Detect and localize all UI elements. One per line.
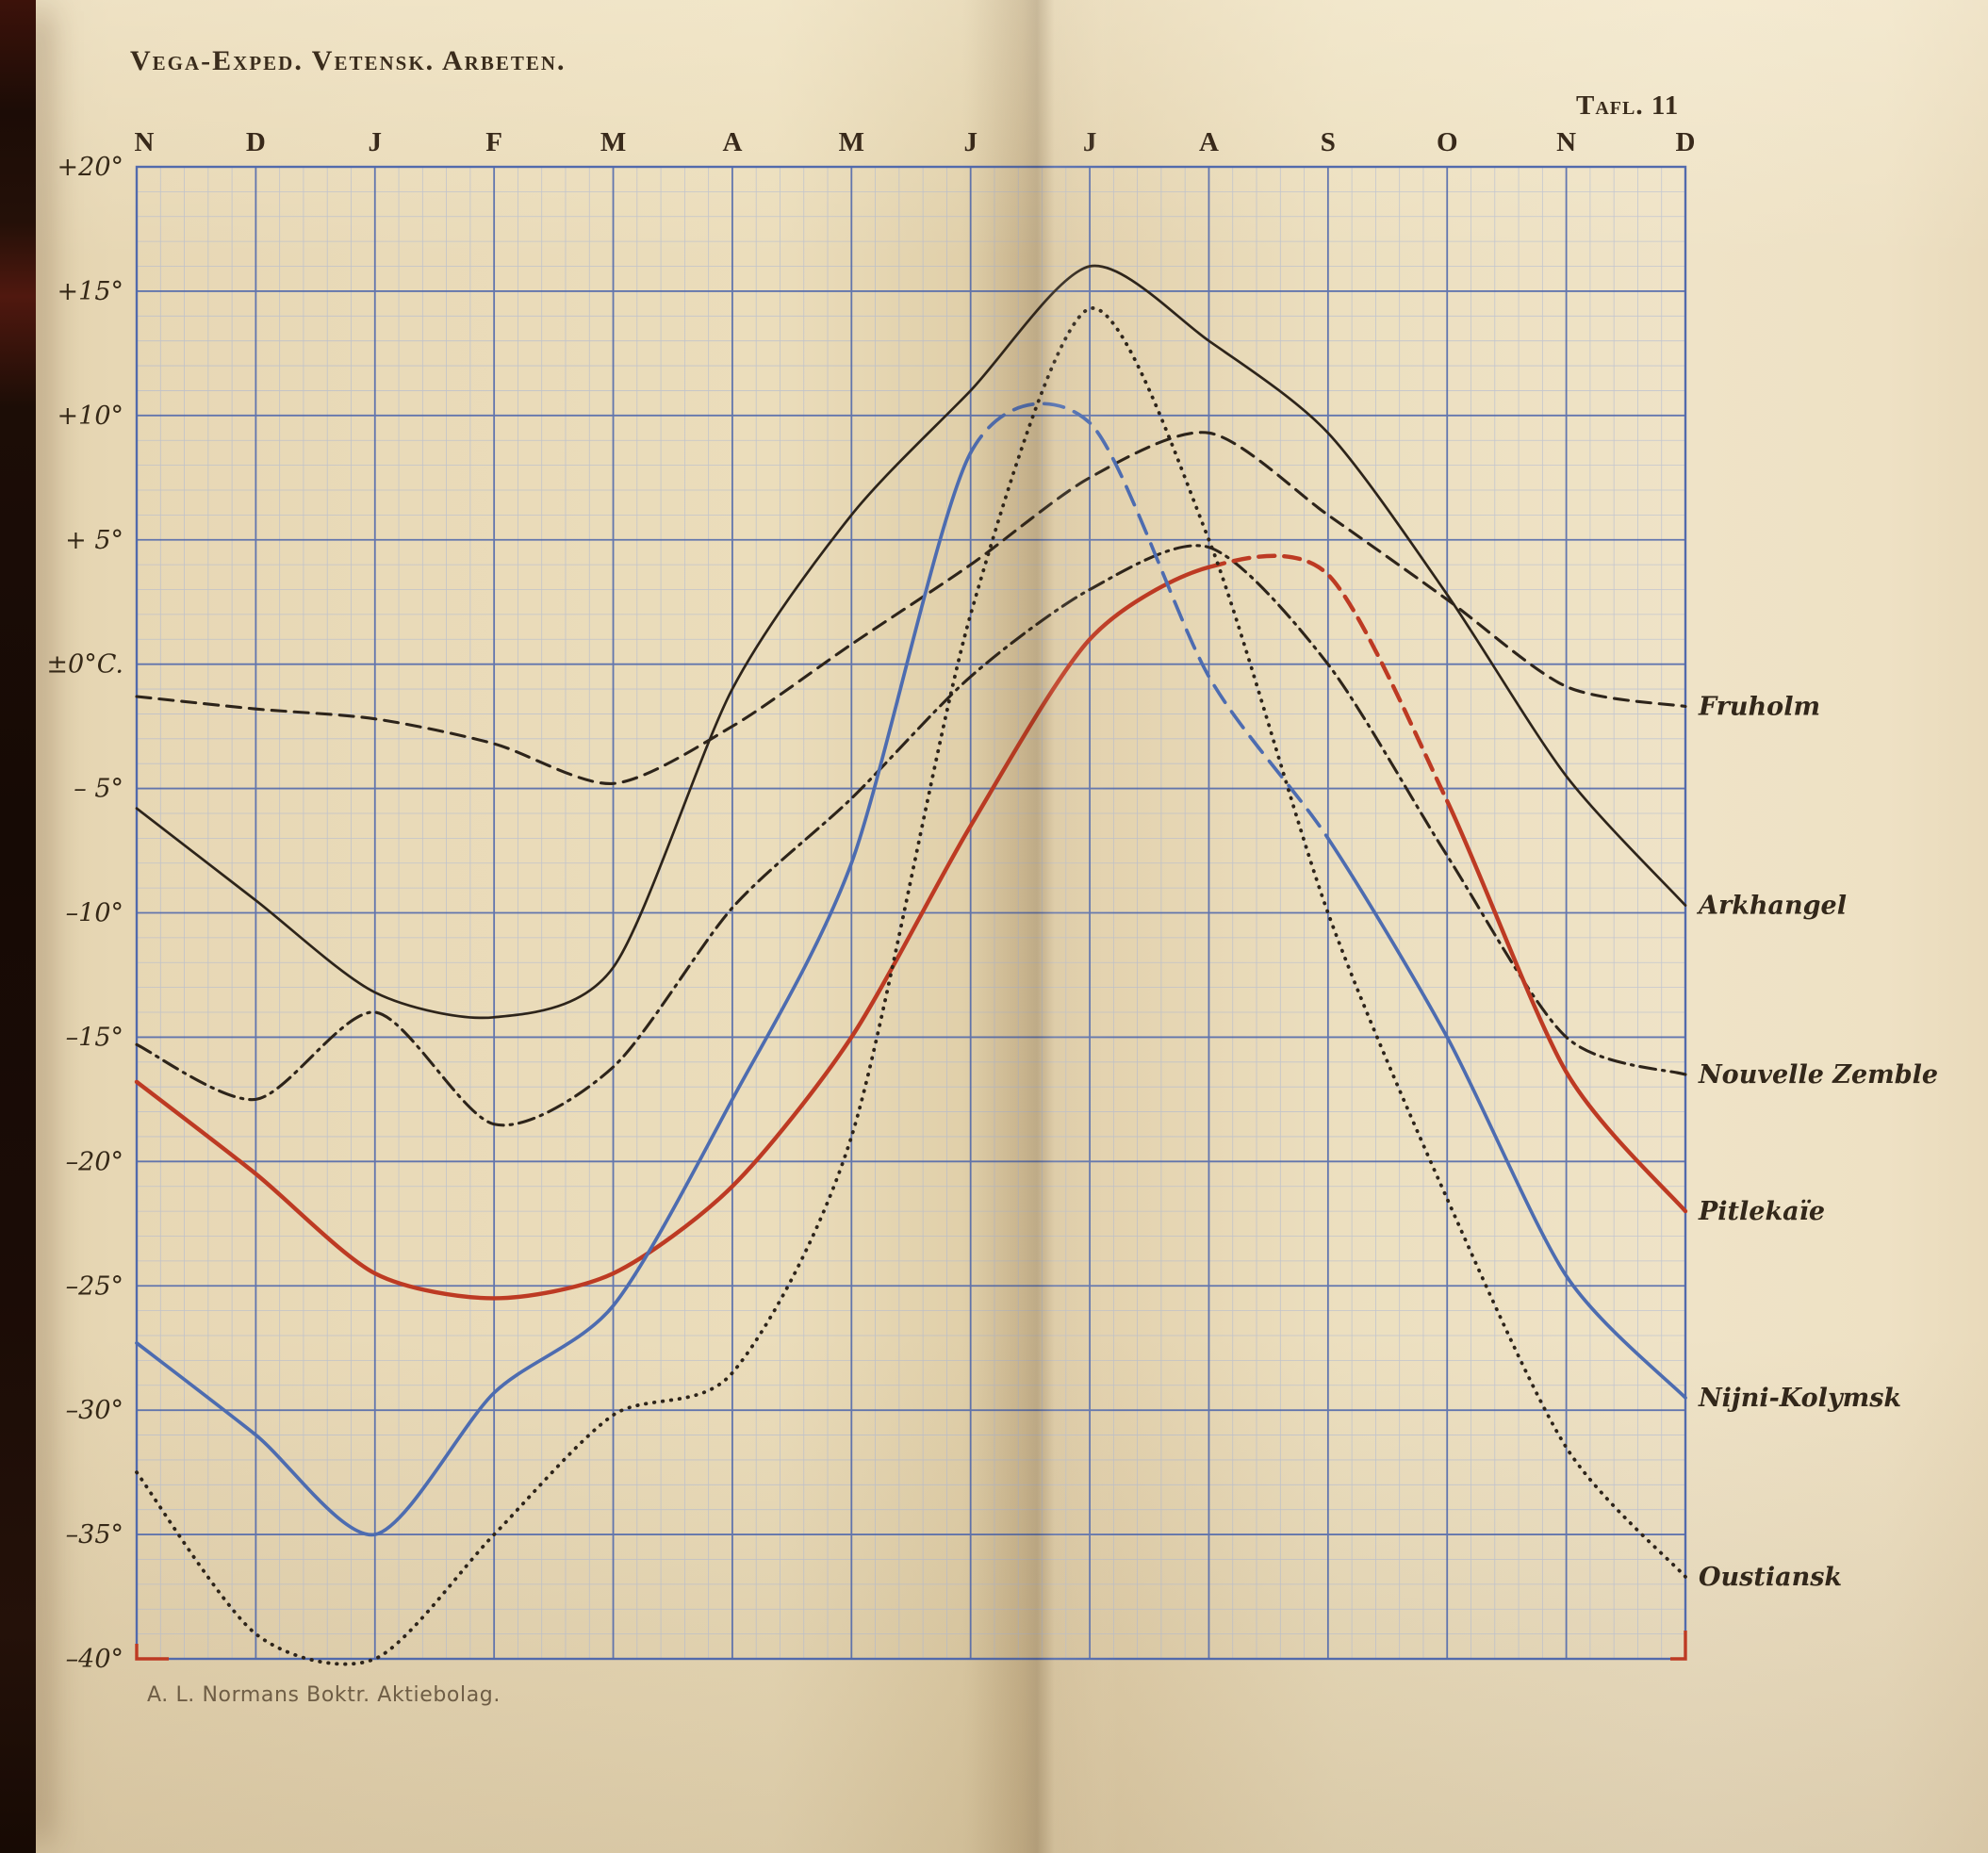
series-path-nouvelle-zemble xyxy=(135,544,1687,1127)
month-label: D xyxy=(246,127,266,157)
month-label: M xyxy=(839,127,864,157)
month-label: J xyxy=(369,127,383,157)
y-tick-label: +10° xyxy=(58,402,123,431)
month-label: M xyxy=(600,127,626,157)
red-corner-mark-right xyxy=(1670,1631,1687,1661)
plate-number: Tafl. 11 xyxy=(1576,90,1680,121)
y-tick-label: +15° xyxy=(58,277,123,306)
y-axis: +20° +15° +10° + 5° ±0°C. – 5° –10° –15° –20° –25… xyxy=(46,153,123,1674)
month-label: F xyxy=(485,127,502,157)
month-label: A xyxy=(722,127,742,157)
month-label: N xyxy=(1556,127,1576,157)
y-tick-label: –35° xyxy=(66,1520,123,1550)
printer-credit: A. L. Normans Boktr. Aktiebolag. xyxy=(147,1683,501,1707)
month-label: S xyxy=(1321,127,1336,157)
y-tick-label: +20° xyxy=(58,153,123,182)
y-tick-label: –40° xyxy=(66,1645,123,1674)
y-tick-label: –25° xyxy=(66,1271,123,1301)
month-label: D xyxy=(1676,127,1696,157)
plot-frame xyxy=(135,165,1687,1661)
series-path-oustiansk xyxy=(135,306,1687,1666)
series-label-arkhangel: Arkhangel xyxy=(1696,892,1847,921)
page-title: Vega-Exped. Vetensk. Arbeten. xyxy=(130,45,567,76)
y-tick-label: –10° xyxy=(66,899,123,928)
series-path-pitleka-e xyxy=(1445,798,1688,1214)
red-corner-mark-left xyxy=(135,1644,169,1661)
series-path-nijni-kolymsk-estimated xyxy=(968,402,1330,841)
y-tick-label: + 5° xyxy=(65,526,123,555)
month-label: O xyxy=(1437,127,1458,157)
book-binding-edge xyxy=(0,0,36,1853)
y-tick-label: –15° xyxy=(66,1023,123,1052)
month-label: N xyxy=(135,127,155,157)
series-path-pitleka-e xyxy=(134,565,1211,1301)
series-label-pitleka-e: Pitlekaïe xyxy=(1698,1197,1825,1226)
series-curves xyxy=(134,264,1688,1666)
month-label: J xyxy=(963,127,978,157)
series-path-pitleka-e-estimated xyxy=(1207,553,1450,803)
series-path-nijni-kolymsk xyxy=(135,451,973,1536)
y-tick-label: ±0°C. xyxy=(46,650,123,680)
series-label-fruholm: Fruholm xyxy=(1698,693,1820,722)
y-tick-label: –30° xyxy=(66,1396,123,1425)
series-label-nijni-kolymsk: Nijni-Kolymsk xyxy=(1698,1384,1901,1413)
series-label-oustiansk: Oustiansk xyxy=(1699,1563,1842,1592)
month-label: A xyxy=(1199,127,1219,157)
y-tick-label: – 5° xyxy=(74,775,123,804)
series-path-fruholm xyxy=(135,431,1687,785)
series-path-arkhangel xyxy=(135,264,1687,1020)
series-path-nijni-kolymsk xyxy=(1325,836,1687,1400)
y-tick-label: –20° xyxy=(66,1147,123,1176)
series-label-nouvelle-zemble: Nouvelle Zemble xyxy=(1698,1060,1938,1090)
month-label: J xyxy=(1083,127,1097,157)
